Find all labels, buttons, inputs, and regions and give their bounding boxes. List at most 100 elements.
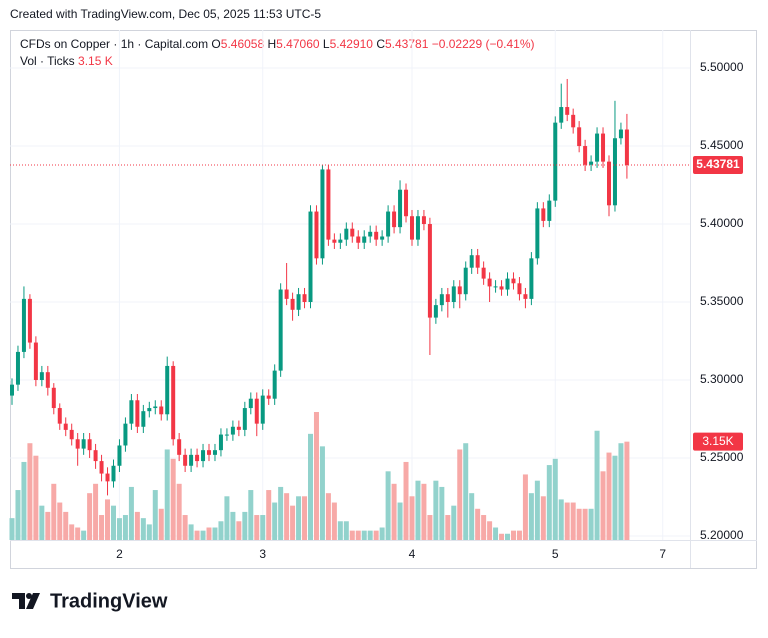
candle-body [421,216,426,225]
volume-bar [284,493,290,540]
volume-bar [182,515,188,540]
x-tick-label: 5 [552,547,559,561]
candle-body [242,408,247,430]
candle-body [481,267,486,279]
volume-bar [516,530,522,540]
volume-bar [152,490,158,540]
legend-key: C [376,37,385,51]
candle-body [356,236,361,243]
legend-symbol: CFDs on Copper · 1h · Capital.com [20,37,208,51]
volume-bar [582,508,588,540]
candle-body [553,122,558,201]
volume-bar [331,502,337,540]
candle-body [87,439,92,451]
candle-body [260,395,265,424]
volume-bar [522,474,528,540]
volume-bar [385,471,391,540]
volume-bar [600,471,606,540]
candle-body [212,450,217,455]
candle-body [123,423,128,446]
volume-bar [87,493,93,540]
volume-bar [457,449,463,540]
volume-bar [170,458,176,540]
candle-body [147,408,152,412]
legend-close: 5.43781 [385,37,429,51]
candle-body [577,127,582,147]
volume-bar [146,524,152,540]
candle-body [457,286,462,295]
volume-bar [319,446,325,540]
candle-body [45,372,50,388]
legend: CFDs on Copper · 1h · Capital.com O5.460… [20,37,534,68]
candle-body [433,305,438,318]
candle-body [595,133,600,162]
candle-body [344,228,349,240]
candle-body [571,114,576,128]
volume-bar [343,521,349,540]
volume-bar [27,443,33,540]
volume-bar [206,527,212,540]
candle-body [392,211,397,228]
candle-body [189,454,194,466]
volume-bar [254,515,260,540]
candle-body [589,161,594,165]
grid [10,30,690,540]
y-tick-label: 5.35000 [700,294,744,308]
legend-key: O [211,37,220,51]
candle-body [177,439,182,455]
candle-body [535,208,540,259]
candle-body [153,406,158,409]
volume-bar [278,486,284,540]
legend-key: H [268,37,277,51]
volume-bar [445,515,451,540]
candle-body [409,216,414,240]
volume-bar [45,511,51,540]
created-note: Created with TradingView.com, Dec 05, 20… [10,7,321,21]
volume-bar [564,502,570,540]
x-tick-label: 4 [409,547,416,561]
candle-body [75,439,80,449]
candle-body [33,342,38,380]
volume-bar [421,483,427,540]
logo: TradingView [12,590,168,612]
volume-bar [57,502,63,540]
y-tick-label: 5.45000 [700,138,744,152]
candle-body [332,239,337,243]
candle-body [374,231,379,240]
volume-bar [594,430,600,540]
volume-bar [200,530,206,540]
candle-body [624,129,629,166]
candle-body [398,189,403,228]
candle-body [27,298,32,343]
volume-bar [349,530,355,540]
volume-bar [612,455,618,540]
volume-bar [140,518,146,540]
volume-bars [9,412,630,540]
volume-bar [51,483,57,540]
volume-bar [618,443,624,540]
candle-body [338,239,343,243]
candle-body [165,365,170,415]
candle-body [612,138,617,206]
candle-body [380,236,385,240]
volume-bar [242,511,248,540]
volume-bar [39,505,45,540]
volume-bar [624,441,630,540]
volume-bar [391,483,397,540]
volume-bar [116,518,122,540]
legend-change: −0.02229 (−0.41%) [432,37,535,51]
volume-bar [415,480,421,540]
x-tick-label: 3 [259,547,266,561]
candle-body [499,286,504,290]
candle-body [541,208,546,221]
volume-bar [218,521,224,540]
candle-body [224,434,229,436]
candle-body [15,351,20,385]
volume-bar [134,511,140,540]
last-price-label: 5.43781 [696,157,740,171]
volume-tag-label: 3.15K [702,434,733,448]
volume-bar [439,486,445,540]
candle-body [69,429,74,440]
legend-low: 5.42910 [330,37,374,51]
candle-body [601,133,606,162]
